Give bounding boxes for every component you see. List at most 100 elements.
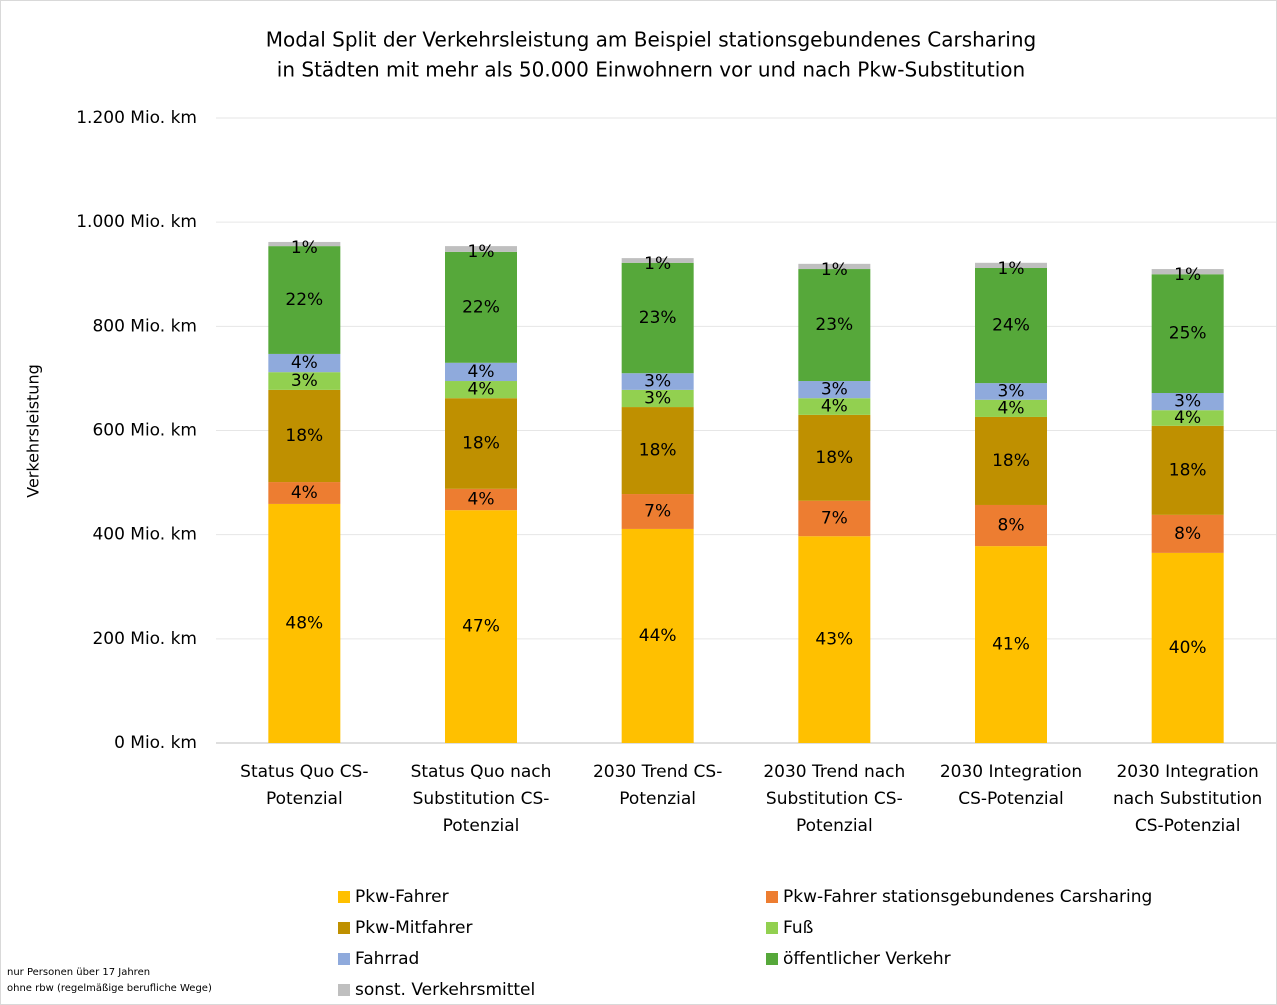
bar-segment bbox=[621, 528, 694, 743]
chart-title: in Städten mit mehr als 50.000 Einwohner… bbox=[277, 58, 1025, 82]
data-label: 18% bbox=[992, 451, 1030, 471]
data-label: 23% bbox=[639, 308, 677, 328]
bar-segment bbox=[975, 262, 1047, 268]
bar-segment bbox=[621, 389, 694, 408]
bar-segment bbox=[798, 414, 871, 501]
data-label: 48% bbox=[285, 613, 323, 633]
bar-segment bbox=[975, 399, 1047, 417]
data-label: 3% bbox=[644, 372, 671, 392]
data-label: 22% bbox=[462, 297, 500, 317]
data-label: 1% bbox=[644, 254, 671, 274]
bar-segment bbox=[621, 258, 694, 263]
bar-segment bbox=[798, 398, 871, 415]
bar-segment bbox=[445, 362, 517, 382]
bar-segment bbox=[445, 488, 517, 511]
bar-segment bbox=[798, 536, 871, 743]
data-label: 18% bbox=[639, 441, 677, 461]
bar-segment bbox=[798, 263, 871, 270]
y-tick-label: 1.000 Mio. km bbox=[76, 212, 197, 232]
y-tick-label: 200 Mio. km bbox=[92, 629, 197, 649]
data-label: 41% bbox=[992, 635, 1030, 655]
bar-segment bbox=[975, 416, 1047, 505]
x-tick-label: Status Quo nach Substitution CS-Potenzia… bbox=[410, 762, 552, 836]
data-label: 22% bbox=[285, 290, 323, 310]
data-label: 23% bbox=[815, 315, 853, 335]
data-label: 3% bbox=[998, 381, 1025, 401]
data-label: 44% bbox=[639, 626, 677, 646]
legend-label: Pkw-Fahrer stationsgebundenes Carsharing bbox=[783, 887, 1152, 907]
data-label: 1% bbox=[998, 259, 1025, 279]
x-tick-label: 2030 Integration nach Substitution CS-Po… bbox=[1112, 762, 1263, 836]
bar-segment bbox=[1151, 425, 1224, 515]
data-label: 47% bbox=[462, 617, 500, 637]
data-label: 1% bbox=[1174, 265, 1201, 285]
legend-label: öffentlicher Verkehr bbox=[783, 949, 951, 969]
data-label: 1% bbox=[291, 238, 318, 258]
data-label: 4% bbox=[468, 380, 495, 400]
bar-segment bbox=[798, 381, 871, 399]
bar-segment bbox=[621, 373, 694, 390]
bar-segment bbox=[798, 269, 871, 382]
data-label: 4% bbox=[291, 483, 318, 503]
bar-segment bbox=[621, 407, 694, 495]
bar-segment bbox=[975, 546, 1047, 743]
data-label: 3% bbox=[291, 371, 318, 391]
bar-segment bbox=[268, 372, 341, 390]
data-label: 1% bbox=[821, 260, 848, 280]
legend-label: Pkw-Fahrer bbox=[355, 887, 449, 907]
legend-label: Fahrrad bbox=[355, 949, 419, 969]
legend-swatch bbox=[338, 984, 350, 996]
bar-segment bbox=[445, 246, 517, 252]
data-label: 4% bbox=[821, 397, 848, 417]
data-label: 4% bbox=[291, 353, 318, 373]
bar-segment bbox=[445, 251, 517, 363]
data-label: 3% bbox=[1174, 392, 1201, 412]
bar-segment bbox=[1151, 552, 1224, 743]
y-tick-label: 1.200 Mio. km bbox=[76, 108, 197, 128]
note: ohne rbw (regelmäßige berufliche Wege) bbox=[7, 983, 212, 994]
legend-swatch bbox=[766, 953, 778, 965]
bar-segment bbox=[975, 504, 1047, 547]
legend-label: Fuß bbox=[783, 918, 813, 938]
legend-label: sonst. Verkehrsmittel bbox=[355, 980, 535, 1000]
x-tick-label: 2030 Trend CS-Potenzial bbox=[592, 762, 723, 809]
bar-segment bbox=[621, 262, 694, 374]
bar-segment bbox=[268, 241, 341, 247]
data-label: 7% bbox=[821, 509, 848, 529]
y-tick-label: 0 Mio. km bbox=[114, 733, 197, 753]
bar-segment bbox=[268, 482, 341, 504]
bar-segment bbox=[1151, 274, 1224, 393]
data-label: 4% bbox=[1174, 408, 1201, 428]
note: nur Personen über 17 Jahren bbox=[7, 967, 150, 978]
y-tick-label: 800 Mio. km bbox=[92, 316, 197, 336]
legend-label: Pkw-Mitfahrer bbox=[355, 918, 472, 938]
legend-swatch bbox=[338, 922, 350, 934]
x-tick-label: 2030 Trend nach Substitution CS-Potenzia… bbox=[763, 762, 906, 836]
data-label: 40% bbox=[1169, 638, 1207, 658]
data-label: 4% bbox=[998, 398, 1025, 418]
data-label: 3% bbox=[644, 388, 671, 408]
data-label: 4% bbox=[468, 362, 495, 382]
data-label: 8% bbox=[1174, 524, 1201, 544]
chart-title: Modal Split der Verkehrsleistung am Beis… bbox=[266, 28, 1036, 52]
data-label: 18% bbox=[285, 426, 323, 446]
bar-segment bbox=[268, 246, 341, 354]
x-tick-label: Status Quo CS-Potenzial bbox=[240, 762, 369, 809]
bar-segment bbox=[445, 398, 517, 489]
bar-segment bbox=[975, 383, 1047, 400]
bar-segment bbox=[1151, 410, 1224, 426]
bar-segment bbox=[1151, 514, 1224, 553]
legend-swatch bbox=[338, 953, 350, 965]
data-label: 18% bbox=[1169, 460, 1207, 480]
data-label: 4% bbox=[468, 490, 495, 510]
data-label: 8% bbox=[998, 516, 1025, 536]
y-axis-label: Verkehrsleistung bbox=[24, 364, 43, 498]
bar-segment bbox=[445, 510, 517, 743]
bar-segment bbox=[1151, 269, 1224, 275]
legend-swatch bbox=[766, 891, 778, 903]
data-label: 25% bbox=[1169, 324, 1207, 344]
data-label: 18% bbox=[815, 448, 853, 468]
bar-segment bbox=[445, 381, 517, 399]
